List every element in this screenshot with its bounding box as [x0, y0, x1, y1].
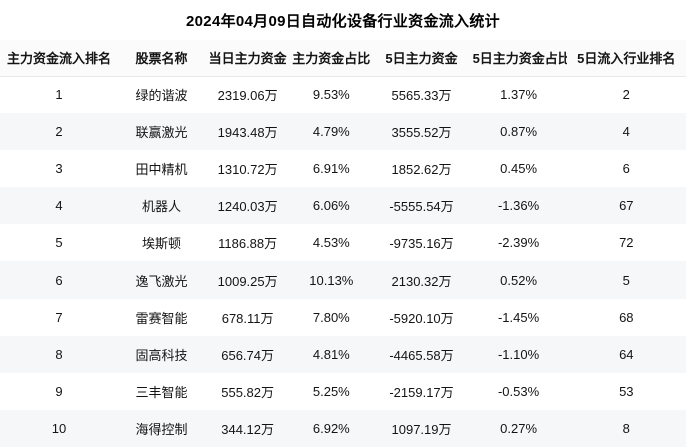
table-row: 6 逸飞激光 1009.25万 10.13% 2130.32万 0.52% 5	[0, 261, 686, 299]
cell-industry-inflow-rank-5d: 2	[622, 87, 630, 103]
cell-main-fund-5d: 1097.19万	[391, 421, 452, 437]
cell-main-fund-ratio-today: 4.79%	[312, 124, 350, 140]
cell-main-fund-ratio-5d: -0.53%	[497, 383, 540, 399]
cell-rank: 5	[55, 235, 63, 251]
fund-flow-table: 主力资金流入排名 股票名称 当日主力资金 主力资金占比 5日主力资金 5日主力资金占比 5日…	[0, 40, 686, 447]
column-header: 当日主力资金	[205, 40, 291, 77]
table-row: 4 机器人 1240.03万 6.06% -5555.54万 -1.36% 67	[0, 187, 686, 225]
cell-main-fund-5d: -4465.58万	[389, 347, 454, 363]
cell-rank: 10	[51, 420, 67, 436]
cell-main-fund-ratio-5d: 1.37%	[500, 87, 538, 103]
cell-main-fund-ratio-5d: -2.39%	[497, 235, 540, 251]
table-row: 3 田中精机 1310.72万 6.91% 1852.62万 0.45% 6	[0, 150, 686, 187]
cell-rank: 2	[55, 124, 63, 140]
cell-main-fund-ratio-today: 7.80%	[312, 309, 350, 325]
column-header: 主力资金占比	[290, 40, 373, 77]
cell-main-fund-ratio-today: 10.13%	[309, 272, 354, 288]
cell-stock-name: 三丰智能	[135, 384, 188, 400]
cell-stock-name: 海得控制	[135, 421, 188, 437]
cell-main-fund-ratio-5d: -1.45%	[497, 309, 540, 325]
cell-main-fund-ratio-5d: 0.52%	[500, 272, 538, 288]
cell-industry-inflow-rank-5d: 67	[619, 198, 634, 214]
cell-main-fund-5d: -5920.10万	[389, 310, 454, 326]
table-row: 10 海得控制 344.12万 6.92% 1097.19万 0.27% 8	[0, 409, 686, 447]
table-row: 9 三丰智能 555.82万 5.25% -2159.17万 -0.53% 53	[0, 373, 686, 410]
cell-stock-name: 雷赛智能	[135, 310, 188, 326]
cell-main-fund-5d: 5565.33万	[391, 88, 452, 104]
cell-industry-inflow-rank-5d: 8	[622, 420, 630, 436]
cell-industry-inflow-rank-5d: 72	[619, 235, 634, 251]
column-header: 5日主力资金	[372, 40, 471, 77]
cell-main-fund-ratio-today: 6.06%	[312, 198, 350, 214]
cell-main-fund-ratio-today: 6.92%	[312, 420, 350, 436]
cell-main-fund-ratio-5d: 0.45%	[500, 161, 538, 177]
cell-main-fund-ratio-5d: 0.27%	[500, 420, 538, 436]
cell-industry-inflow-rank-5d: 4	[622, 124, 630, 140]
cell-stock-name: 绿的谐波	[135, 88, 188, 104]
cell-rank: 4	[55, 198, 63, 214]
cell-main-fund-today: 1240.03万	[217, 199, 278, 215]
cell-main-fund-today: 555.82万	[221, 384, 274, 400]
cell-main-fund-today: 2319.06万	[217, 88, 278, 104]
cell-main-fund-ratio-today: 9.53%	[312, 87, 350, 103]
cell-main-fund-today: 1186.88万	[218, 236, 278, 252]
cell-industry-inflow-rank-5d: 5	[622, 272, 630, 288]
cell-main-fund-ratio-5d: 0.87%	[500, 124, 538, 140]
cell-stock-name: 固高科技	[135, 347, 188, 363]
cell-main-fund-today: 344.12万	[221, 421, 274, 437]
cell-stock-name: 田中精机	[135, 162, 188, 178]
cell-rank: 3	[55, 161, 63, 177]
table-row: 8 固高科技 656.74万 4.81% -4465.58万 -1.10% 64	[0, 335, 686, 373]
cell-rank: 8	[55, 346, 63, 362]
cell-rank: 6	[55, 272, 63, 288]
column-header: 5日流入行业排名	[566, 40, 686, 77]
cell-main-fund-ratio-today: 6.91%	[312, 161, 350, 177]
cell-main-fund-today: 656.74万	[221, 347, 274, 363]
cell-main-fund-today: 1943.48万	[217, 125, 278, 141]
cell-main-fund-5d: -5555.54万	[389, 199, 454, 215]
table-row: 5 埃斯顿 1186.88万 4.53% -9735.16万 -2.39% 72	[0, 224, 686, 261]
cell-main-fund-ratio-5d: -1.36%	[497, 198, 540, 214]
cell-main-fund-ratio-today: 5.25%	[312, 383, 350, 399]
cell-main-fund-5d: 1852.62万	[391, 162, 452, 178]
cell-rank: 7	[55, 309, 63, 325]
cell-stock-name: 埃斯顿	[142, 236, 182, 252]
cell-main-fund-today: 678.11万	[221, 310, 274, 326]
column-header: 5日主力资金占比	[470, 40, 567, 77]
cell-stock-name: 逸飞激光	[135, 273, 188, 289]
cell-stock-name: 机器人	[142, 199, 182, 215]
table-row: 7 雷赛智能 678.11万 7.80% -5920.10万 -1.45% 68	[0, 299, 686, 336]
cell-main-fund-5d: 2130.32万	[391, 273, 452, 289]
table-row: 1 绿的谐波 2319.06万 9.53% 5565.33万 1.37% 2	[0, 76, 686, 113]
cell-main-fund-today: 1009.25万	[217, 273, 278, 289]
table-row: 2 联赢激光 1943.48万 4.79% 3555.52万 0.87% 4	[0, 113, 686, 151]
cell-industry-inflow-rank-5d: 6	[622, 161, 630, 177]
cell-industry-inflow-rank-5d: 53	[619, 383, 634, 399]
cell-rank: 9	[55, 383, 63, 399]
cell-rank: 1	[55, 87, 63, 103]
column-header: 主力资金流入排名	[0, 40, 118, 77]
cell-main-fund-ratio-today: 4.81%	[312, 346, 350, 362]
cell-main-fund-ratio-5d: -1.10%	[497, 346, 540, 362]
page-title: 2024年04月09日自动化设备行业资金流入统计	[186, 12, 500, 30]
table-body: 1 绿的谐波 2319.06万 9.53% 5565.33万 1.37% 2 2 联赢激光 194…	[0, 76, 686, 447]
cell-main-fund-5d: 3555.52万	[391, 125, 452, 141]
cell-main-fund-ratio-today: 4.53%	[312, 235, 350, 251]
cell-main-fund-5d: -2159.17万	[389, 384, 454, 400]
cell-main-fund-5d: -9735.16万	[389, 236, 454, 252]
cell-industry-inflow-rank-5d: 68	[619, 309, 634, 325]
cell-main-fund-today: 1310.72万	[217, 162, 278, 178]
column-header: 股票名称	[117, 40, 206, 77]
cell-stock-name: 联赢激光	[135, 125, 188, 141]
table-header-row: 主力资金流入排名 股票名称 当日主力资金 主力资金占比 5日主力资金 5日主力资金占比 5日…	[0, 40, 686, 77]
cell-industry-inflow-rank-5d: 64	[619, 346, 634, 362]
